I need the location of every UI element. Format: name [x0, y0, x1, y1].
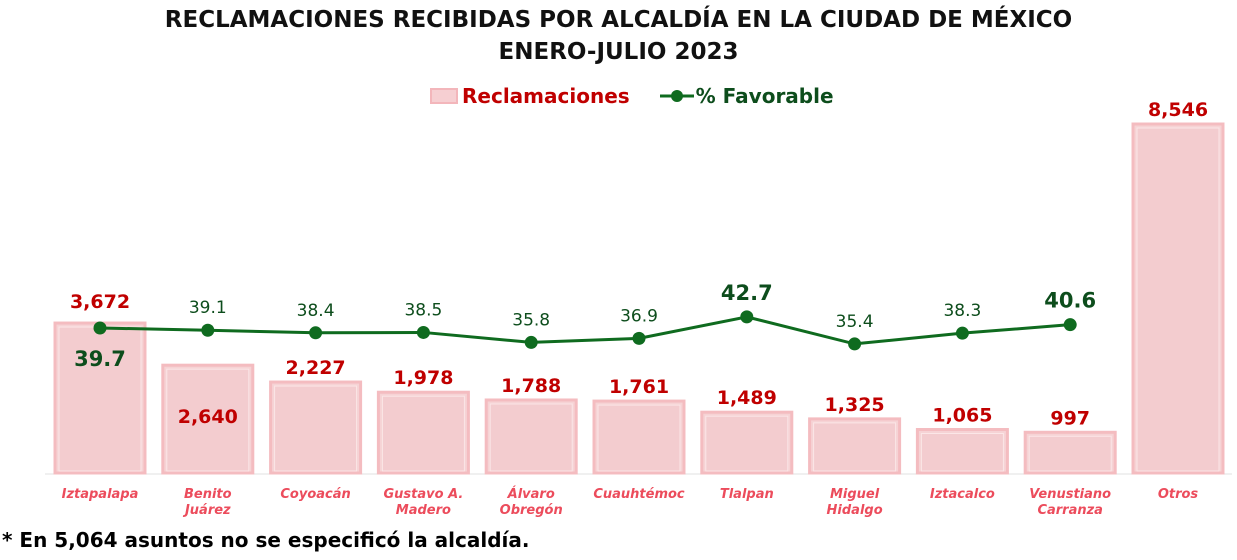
- chart-title: RECLAMACIONES RECIBIDAS POR ALCALDÍA EN …: [0, 4, 1237, 68]
- favorable-label-8: 38.3: [943, 301, 981, 321]
- favorable-label-4: 35.8: [512, 310, 550, 330]
- bar-inner-7: [813, 422, 897, 472]
- bar-inner-0: [58, 326, 142, 472]
- category-label-7: Miguel Hidalgo: [827, 487, 883, 518]
- legend-line-marker: [659, 90, 694, 102]
- category-label-0: Iztapalapa: [62, 487, 139, 502]
- category-label-9: Venustiano Carranza: [1029, 487, 1111, 518]
- favorable-point-1: [201, 323, 215, 337]
- favorable-point-7: [848, 337, 862, 351]
- bar-inner-8: [920, 433, 1004, 472]
- bar-label-8: 1,065: [932, 405, 992, 427]
- bar-inner-10: [1136, 127, 1220, 472]
- bar-inner-6: [705, 415, 789, 472]
- legend: Reclamaciones % Favorable: [430, 84, 834, 108]
- favorable-point-9: [1063, 318, 1077, 332]
- favorable-label-0: 39.7: [74, 347, 126, 371]
- favorable-label-7: 35.4: [836, 312, 874, 332]
- bar-inner-9: [1028, 435, 1112, 472]
- bar-label-6: 1,489: [717, 387, 777, 409]
- favorable-point-0: [93, 321, 107, 335]
- favorable-label-5: 36.9: [620, 306, 658, 326]
- favorable-label-6: 42.7: [721, 281, 773, 305]
- bar-label-7: 1,325: [825, 394, 885, 416]
- title-line-1: RECLAMACIONES RECIBIDAS POR ALCALDÍA EN …: [164, 7, 1073, 33]
- favorable-point-2: [309, 326, 323, 340]
- bar-inner-1: [166, 368, 250, 472]
- favorable-point-6: [740, 310, 754, 324]
- bar-label-4: 1,788: [501, 375, 561, 397]
- category-label-4: Álvaro Obregón: [500, 486, 563, 518]
- category-label-3: Gustavo A. Madero: [383, 487, 463, 518]
- favorable-label-1: 39.1: [189, 298, 227, 318]
- legend-bar-label: Reclamaciones: [462, 84, 630, 108]
- bar-label-9: 997: [1050, 407, 1090, 429]
- favorable-label-2: 38.4: [297, 301, 335, 321]
- legend-line-label: % Favorable: [695, 84, 834, 108]
- category-label-8: Iztacalco: [930, 487, 995, 502]
- favorable-label-3: 38.5: [404, 300, 442, 320]
- category-label-6: Tlalpan: [720, 487, 774, 502]
- footnote: * En 5,064 asuntos no se especificó la a…: [2, 528, 530, 552]
- bar-label-5: 1,761: [609, 376, 669, 398]
- bar-inner-4: [489, 403, 573, 472]
- category-label-10: Otros: [1158, 487, 1199, 502]
- bar-label-3: 1,978: [393, 367, 453, 389]
- favorable-line: [99, 315, 1071, 346]
- legend-bar-swatch: [430, 88, 458, 104]
- bar-inner-5: [597, 404, 681, 472]
- category-label-2: Coyoacán: [280, 487, 350, 502]
- category-label-5: Cuauhtémoc: [593, 487, 685, 502]
- favorable-point-3: [416, 325, 430, 339]
- category-label-1: Benito Juárez: [182, 487, 232, 518]
- favorable-point-5: [632, 331, 646, 345]
- bar-inner-3: [381, 395, 465, 472]
- bar-label-1: 2,640: [178, 406, 238, 428]
- favorable-point-4: [524, 335, 538, 349]
- favorable-label-9: 40.6: [1044, 289, 1096, 313]
- bar-label-2: 2,227: [286, 357, 346, 379]
- favorable-point-8: [955, 326, 969, 340]
- bar-inner-2: [274, 385, 358, 472]
- bar-label-10: 8,546: [1148, 99, 1208, 121]
- title-line-2: ENERO-JULIO 2023: [498, 39, 739, 65]
- bar-label-0: 3,672: [70, 291, 130, 313]
